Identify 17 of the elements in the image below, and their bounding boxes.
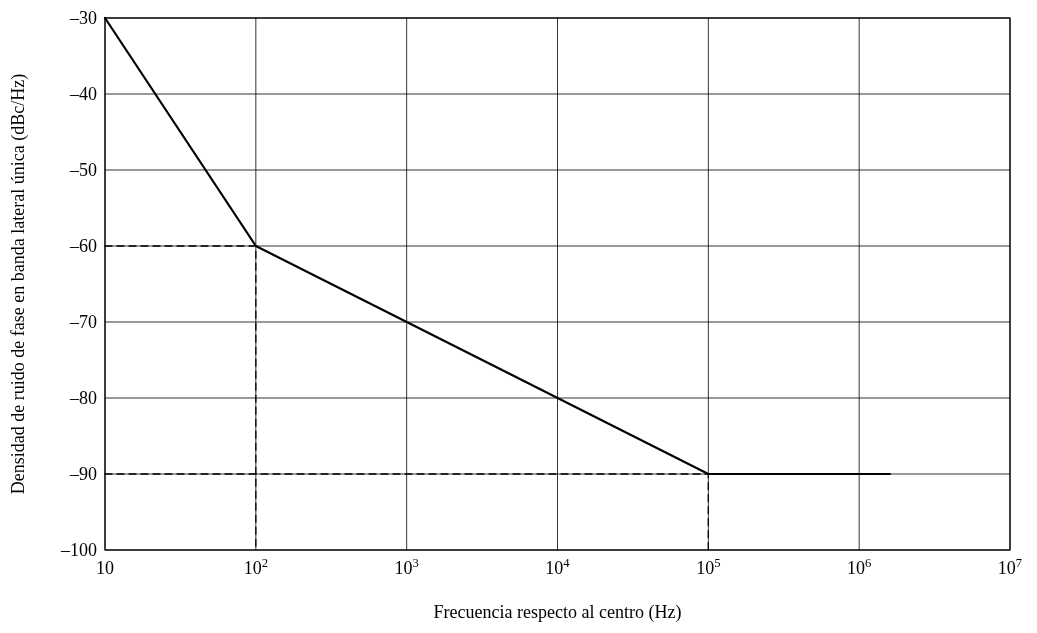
y-tick-label: –70 [69, 312, 97, 332]
y-tick-label: –50 [69, 160, 97, 180]
y-tick-label: –30 [69, 8, 97, 28]
y-tick-label: –40 [69, 84, 97, 104]
y-axis-title: Densidad de ruido de fase en banda lateral única (dBc/Hz) [8, 73, 29, 495]
y-tick-label: –100 [60, 540, 97, 560]
x-tick-label: 10$^{7}$ [997, 556, 1023, 578]
x-tick-label: 10$^{4}$ [545, 556, 571, 578]
x-tick-label: 10$^{2}$ [243, 556, 268, 578]
y-tick-label: –80 [69, 388, 97, 408]
x-tick-label: 10 [96, 558, 114, 578]
x-tick-label: 10$^{5}$ [696, 556, 721, 578]
y-tick-label: –60 [69, 236, 97, 256]
y-tick-label: –90 [69, 464, 97, 484]
x-tick-label: 10$^{3}$ [394, 556, 419, 578]
x-tick-label: 10$^{6}$ [847, 556, 872, 578]
x-axis-title: Frecuencia respecto al centro (Hz) [433, 602, 682, 623]
